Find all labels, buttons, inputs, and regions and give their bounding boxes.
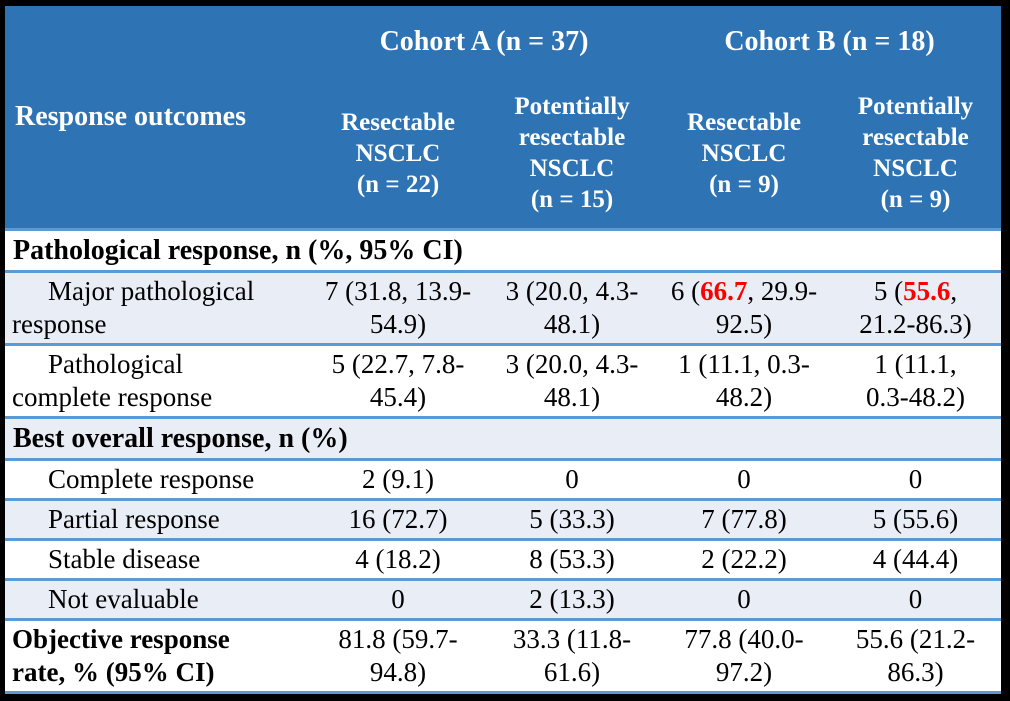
section-label-pathological: Pathological response, n (%, 95% CI)	[13, 234, 463, 266]
header-response-outcomes: Response outcomes	[5, 6, 310, 230]
cell-cr-resectable-a: 2 (9.1)	[362, 464, 434, 494]
cell-ne-resectable-b: 0	[737, 584, 751, 614]
cell-sd-pot-resectable-a: 8 (53.3)	[529, 544, 615, 574]
cell-sd-resectable-b: 2 (22.2)	[701, 544, 787, 574]
cell-pcr-resectable-a: 5 (22.7, 7.8- 45.4)	[331, 349, 465, 412]
section-label-best-overall: Best overall response, n (%)	[13, 422, 348, 454]
row-label-pcr: Pathological complete response	[12, 349, 213, 412]
cell-orr-resectable-b: 77.8 (40.0- 97.2)	[684, 624, 804, 687]
cell-mpr-pot-resectable-b: 5 (55.6, 21.2-86.3)	[830, 272, 1001, 345]
row-label-pr: Partial response	[48, 504, 220, 534]
cell-text: , 21.2-86.3)	[859, 276, 972, 339]
header-resectable-b: Resectable NSCLC (n = 9)	[658, 78, 831, 230]
cell-pr-pot-resectable-b: 5 (55.6)	[872, 504, 959, 534]
cell-orr-resectable-a: 81.8 (59.7- 94.8)	[338, 624, 458, 687]
section-row-best-overall: Best overall response, n (%)	[5, 417, 1002, 460]
highlighted-value: 66.7	[700, 276, 748, 306]
cell-mpr-pot-resectable-a: 3 (20.0, 4.3- 48.1)	[505, 276, 639, 339]
response-outcomes-table: Response outcomes Cohort A (n = 37) Coho…	[5, 6, 1002, 694]
table-row-pathological-complete-response: Pathological complete response 5 (22.7, …	[5, 344, 1002, 418]
table-row-partial-response: Partial response 16 (72.7) 5 (33.3) 7 (7…	[5, 499, 1002, 540]
cell-mpr-resectable-b: 6 (66.7, 29.9- 92.5)	[658, 272, 830, 345]
header-resectable-a: Resectable NSCLC (n = 22)	[310, 78, 486, 230]
table-row-objective-response-rate: Objective response rate, % (95% CI) 81.8…	[5, 619, 1002, 693]
cell-text: 6 (	[670, 276, 701, 306]
cell-mpr-resectable-a: 7 (31.8, 13.9- 54.9)	[324, 276, 472, 339]
row-label-cr: Complete response	[48, 464, 255, 494]
row-label-sd: Stable disease	[48, 544, 201, 574]
cell-text: , 29.9- 92.5)	[715, 276, 818, 339]
cell-pr-pot-resectable-a: 5 (33.3)	[529, 504, 615, 534]
table-row-not-evaluable: Not evaluable 0 2 (13.3) 0 0	[5, 579, 1002, 620]
cell-pr-resectable-b: 7 (77.8)	[701, 504, 787, 534]
cell-cr-pot-resectable-b: 0	[908, 464, 923, 494]
cell-text: 5 (	[873, 276, 904, 306]
section-row-pathological: Pathological response, n (%, 95% CI)	[5, 229, 1002, 272]
cell-cr-resectable-b: 0	[737, 464, 751, 494]
header-potentially-resectable-b: Potentially resectable NSCLC (n = 9)	[830, 78, 1002, 230]
cell-pcr-pot-resectable-a: 3 (20.0, 4.3- 48.1)	[505, 349, 639, 412]
table-row-major-pathological-response: Major pathological response 7 (31.8, 13.…	[5, 271, 1002, 345]
cell-cr-pot-resectable-a: 0	[565, 464, 579, 494]
table-body: Pathological response, n (%, 95% CI) Maj…	[5, 229, 1002, 693]
row-label-orr: Objective response rate, % (95% CI)	[12, 624, 230, 687]
row-label-ne: Not evaluable	[48, 584, 199, 614]
table-row-complete-response: Complete response 2 (9.1) 0 0 0	[5, 459, 1002, 500]
cell-ne-pot-resectable-b: 0	[908, 584, 923, 614]
cell-ne-pot-resectable-a: 2 (13.3)	[529, 584, 615, 614]
table-row-stable-disease: Stable disease 4 (18.2) 8 (53.3) 2 (22.2…	[5, 539, 1002, 580]
cohort-header-row: Response outcomes Cohort A (n = 37) Coho…	[5, 6, 1002, 230]
cell-pr-resectable-a: 16 (72.7)	[348, 504, 448, 534]
row-label-mpr: Major pathological response	[12, 276, 255, 339]
cell-sd-pot-resectable-b: 4 (44.4)	[872, 544, 959, 574]
header-cohort-b: Cohort B (n = 18)	[658, 6, 1002, 78]
cell-sd-resectable-a: 4 (18.2)	[355, 544, 441, 574]
highlighted-value: 55.6	[903, 276, 951, 306]
subgroup-header-row: Resectable NSCLC (n = 22) Potentially re…	[5, 78, 1002, 230]
cell-ne-resectable-a: 0	[391, 584, 405, 614]
table-header: Response outcomes Cohort A (n = 37) Coho…	[5, 6, 1002, 230]
cell-orr-pot-resectable-b: 55.6 (21.2- 86.3)	[855, 624, 976, 687]
cell-orr-pot-resectable-a: 33.3 (11.8- 61.6)	[512, 624, 632, 687]
header-potentially-resectable-a: Potentially resectable NSCLC (n = 15)	[486, 78, 659, 230]
cell-pcr-pot-resectable-b: 1 (11.1, 0.3-48.2)	[866, 349, 965, 412]
cell-pcr-resectable-b: 1 (11.1, 0.3- 48.2)	[678, 349, 810, 412]
header-cohort-a: Cohort A (n = 37)	[310, 6, 659, 78]
